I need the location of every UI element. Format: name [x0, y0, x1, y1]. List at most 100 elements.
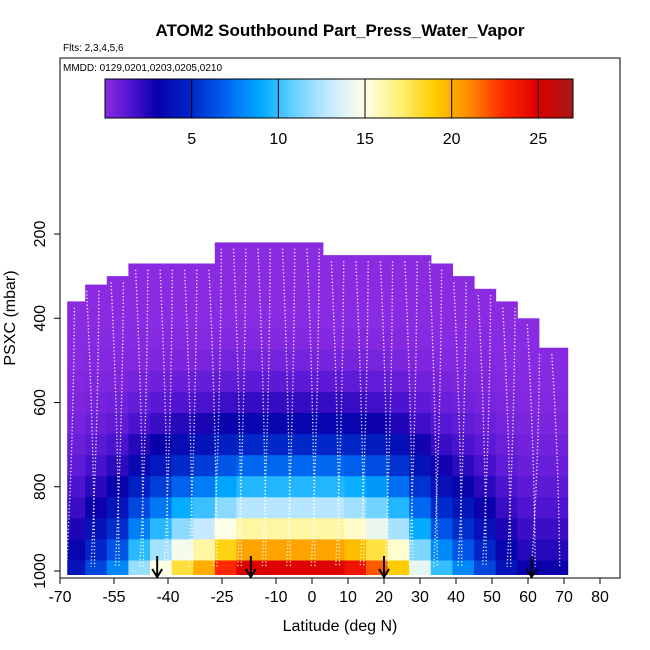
flight-marker-arrow	[244, 556, 257, 579]
y-axis-label: PSXC (mbar)	[2, 270, 19, 365]
colorbar-swatch	[140, 79, 145, 118]
colorbar-swatch	[272, 79, 278, 118]
heatmap-cell	[128, 328, 151, 351]
heatmap-cell	[171, 370, 194, 393]
colorbar-swatch	[397, 79, 402, 118]
heatmap-cell	[85, 560, 108, 575]
colorbar-swatch	[495, 79, 500, 118]
heatmap-cell	[430, 560, 453, 575]
heatmap-cell	[214, 497, 237, 519]
heatmap-cell	[279, 476, 302, 498]
heatmap-cell	[452, 560, 475, 575]
colorbar-swatch	[186, 79, 192, 118]
heatmap-cell	[214, 518, 237, 540]
colorbar-swatch	[218, 79, 223, 118]
heatmap-cell	[279, 455, 302, 477]
x-tick-label: 50	[483, 589, 501, 606]
flight-track	[379, 261, 389, 567]
heatmap-cell	[214, 242, 237, 246]
heatmap-cell	[366, 476, 389, 498]
heatmap-cell	[538, 392, 558, 414]
colorbar-swatch	[179, 79, 184, 118]
colorbar-swatch	[436, 79, 441, 118]
heatmap-cell	[387, 286, 410, 309]
heatmap-cell	[67, 349, 86, 372]
colorbar-swatch	[448, 79, 453, 118]
heatmap-cell	[517, 328, 540, 351]
heatmap-cell	[214, 349, 237, 372]
heatmap-cell	[106, 434, 129, 456]
heatmap-cell	[150, 370, 173, 393]
colorbar-swatch	[194, 79, 200, 118]
heatmap-cell	[474, 539, 497, 562]
heatmap-cell	[322, 455, 345, 477]
colorbar-swatch	[264, 79, 270, 118]
heatmap-cell	[474, 497, 497, 519]
heatmap-cell	[171, 455, 194, 477]
heatmap-cell	[322, 434, 345, 456]
colorbar-swatch	[358, 79, 363, 118]
heatmap-cell	[150, 497, 173, 519]
colorbar-swatch	[171, 79, 176, 118]
heatmap-cell	[495, 476, 518, 498]
colorbar	[104, 78, 574, 119]
heatmap-cell	[67, 497, 86, 519]
heatmap-cell	[258, 476, 281, 498]
flight-track	[477, 295, 487, 567]
heatmap-cell	[387, 349, 410, 372]
heatmap-cell	[279, 392, 302, 414]
heatmap-cell	[409, 307, 432, 330]
colorbar-swatch	[253, 79, 258, 118]
heatmap-cell	[556, 518, 569, 540]
x-tick-label: 0	[308, 589, 317, 606]
heatmap-cell	[67, 392, 86, 414]
heatmap-cell	[193, 497, 216, 519]
heatmap-cell	[538, 476, 558, 498]
heatmap-cell	[279, 265, 302, 288]
flight-tracks	[65, 248, 561, 567]
heatmap-cell	[474, 288, 497, 309]
heatmap-cell	[366, 286, 389, 309]
heatmap-cell	[301, 349, 324, 372]
heatmap-cell	[150, 518, 173, 540]
heatmap-cell	[150, 328, 173, 351]
flight-track	[261, 248, 271, 567]
heatmap-cell	[517, 318, 540, 330]
flight-track	[481, 295, 492, 567]
colorbar-swatch	[483, 79, 488, 118]
x-tick-label: 60	[519, 589, 537, 606]
heatmap-cell	[258, 518, 281, 540]
heatmap-cell	[322, 286, 345, 309]
heatmap-cell	[344, 455, 367, 477]
heatmap-cell	[236, 244, 259, 267]
heatmap-cell	[452, 434, 475, 456]
heatmap-cell	[495, 497, 518, 519]
heatmap-cell	[301, 286, 324, 309]
heatmap-cell	[409, 255, 432, 267]
heatmap-cell	[214, 328, 237, 351]
colorbar-swatch	[210, 79, 215, 118]
flight-track	[159, 269, 169, 567]
heatmap-cell	[128, 265, 151, 288]
heatmap-cell	[279, 286, 302, 309]
heatmap-cell	[409, 560, 432, 575]
heatmap-cell	[171, 413, 194, 435]
colorbar-swatch	[315, 79, 320, 118]
heatmap-cell	[106, 286, 129, 309]
colorbar-swatch	[151, 79, 157, 118]
colorbar-tick-label: 25	[529, 131, 547, 148]
heatmap-cell	[409, 539, 432, 562]
heatmap-cell	[85, 349, 108, 372]
y-tick-label: 600	[32, 389, 49, 416]
heatmap-cell	[67, 455, 86, 477]
heatmap-cell	[128, 476, 151, 498]
colorbar-swatch	[459, 79, 465, 118]
colorbar-tick-label: 15	[356, 131, 374, 148]
heatmap-cell	[301, 413, 324, 435]
colorbar-swatch	[409, 79, 414, 118]
x-tick-label: -10	[264, 589, 287, 606]
heatmap-cell	[214, 476, 237, 498]
heatmap-cell	[279, 349, 302, 372]
colorbar-swatch	[553, 79, 558, 118]
colorbar-swatch	[124, 79, 129, 118]
